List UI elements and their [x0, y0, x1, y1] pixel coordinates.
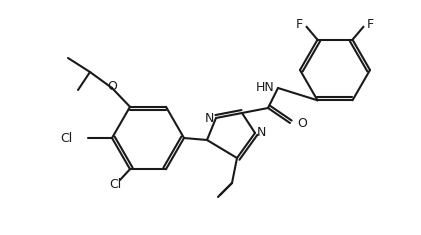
Text: Cl: Cl: [61, 132, 73, 145]
Text: F: F: [367, 18, 374, 31]
Text: O: O: [297, 117, 307, 129]
Text: N: N: [257, 126, 266, 140]
Text: Cl: Cl: [109, 179, 121, 192]
Text: N: N: [205, 111, 214, 125]
Text: HN: HN: [256, 81, 275, 94]
Text: O: O: [107, 79, 117, 93]
Text: F: F: [296, 18, 303, 31]
